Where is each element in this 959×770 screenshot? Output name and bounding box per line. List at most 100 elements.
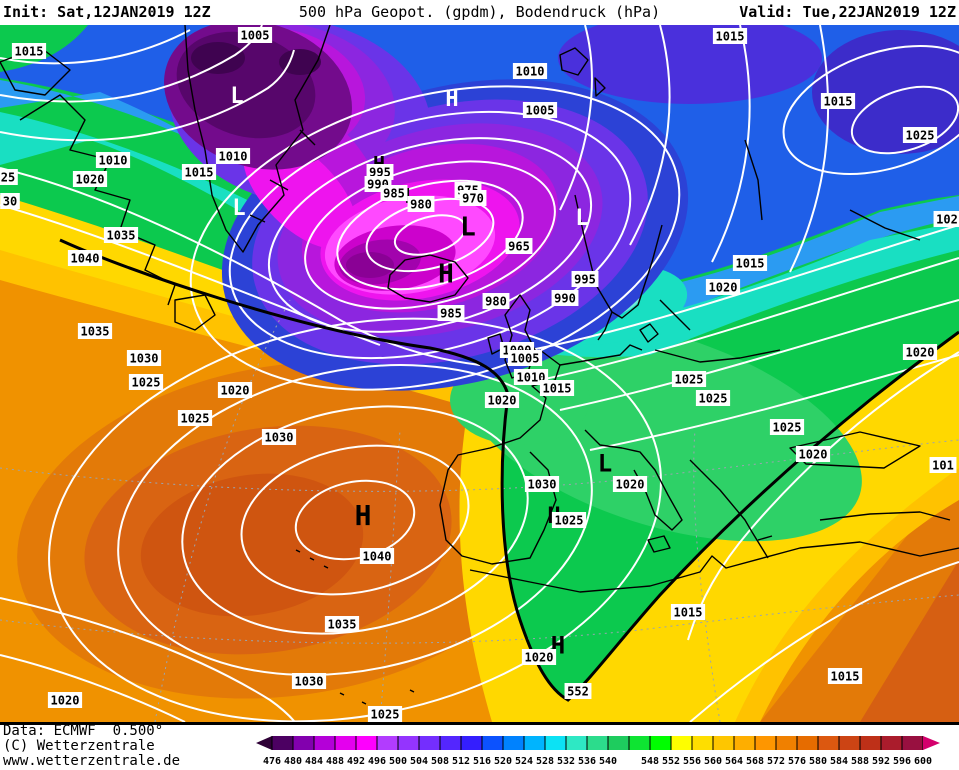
isobar-label: 1035	[77, 323, 113, 339]
isobar-label: 1020	[72, 171, 108, 187]
colorbar-tick-label: 516	[473, 756, 491, 767]
svg-text:1020: 1020	[488, 394, 517, 408]
isobar-label: 1025	[177, 410, 213, 426]
isobar-label: 980	[407, 196, 435, 212]
pressure-center-h: H	[355, 499, 372, 532]
valid-time-label: Valid: Tue,22JAN2019 12Z	[739, 3, 956, 21]
colorbar-tick-label: 552	[662, 756, 680, 767]
isobar-label: 1020	[612, 476, 648, 492]
colorbar-tick-label: 584	[830, 756, 848, 767]
init-time-label: Init: Sat,12JAN2019 12Z	[3, 3, 211, 21]
weather-map: HLLHLLHLLHHH 101510051015101510251021015…	[0, 12, 959, 723]
isobar-label: 1015	[11, 43, 47, 59]
isobar-label: 1030	[261, 429, 297, 445]
isobar-label: 1025	[128, 374, 164, 390]
copyright-label: (C) Wetterzentrale	[3, 738, 155, 754]
website-label: www.wetterzentrale.de	[3, 753, 181, 769]
isobar-label: 1040	[359, 548, 395, 564]
colorbar-segment	[566, 736, 587, 750]
isobar-label: 1015	[181, 164, 217, 180]
colorbar-tick-label: 500	[389, 756, 407, 767]
svg-text:1015: 1015	[185, 166, 214, 180]
isobar-label: 101	[929, 457, 957, 473]
svg-text:1005: 1005	[511, 352, 540, 366]
isobar-label: 1015	[732, 255, 768, 271]
isobar-label: 1025	[902, 127, 938, 143]
colorbar-segment	[272, 736, 293, 750]
colorbar-segment	[881, 736, 902, 750]
svg-text:25: 25	[1, 171, 15, 185]
svg-text:1040: 1040	[71, 252, 100, 266]
colorbar-segment	[419, 736, 440, 750]
isobar-label: 1015	[539, 380, 575, 396]
colorbar-segment	[902, 736, 923, 750]
svg-text:985: 985	[383, 187, 405, 201]
svg-text:970: 970	[462, 192, 484, 206]
colorbar-tick-label: 580	[809, 756, 827, 767]
colorbar-segment	[503, 736, 524, 750]
svg-text:1020: 1020	[51, 694, 80, 708]
colorbar-tick-label: 520	[494, 756, 512, 767]
svg-text:30: 30	[3, 195, 17, 209]
isobar-label: 1005	[522, 102, 558, 118]
colorbar-tick-label: 560	[704, 756, 722, 767]
isobar-label: 552	[564, 683, 592, 699]
isobar-label: 995	[571, 271, 599, 287]
isobar-label: 1020	[484, 392, 520, 408]
svg-text:1025: 1025	[555, 514, 584, 528]
colorbar-segment	[713, 736, 734, 750]
isobar-label: 1020	[902, 344, 938, 360]
svg-text:1020: 1020	[221, 384, 250, 398]
colorbar-segment	[587, 736, 608, 750]
pressure-center-l: L	[575, 206, 588, 231]
svg-text:1030: 1030	[528, 478, 557, 492]
svg-text:1020: 1020	[76, 173, 105, 187]
colorbar-segment	[671, 736, 692, 750]
svg-text:1010: 1010	[219, 150, 248, 164]
svg-text:1010: 1010	[99, 154, 128, 168]
svg-text:1030: 1030	[130, 352, 159, 366]
colorbar-tick-label: 540	[599, 756, 617, 767]
svg-text:965: 965	[508, 240, 530, 254]
isobar-label: 1025	[671, 371, 707, 387]
svg-text:1030: 1030	[295, 675, 324, 689]
isobar-label: 1020	[705, 279, 741, 295]
isobar-label: 1020	[47, 692, 83, 708]
isobar-label: 965	[505, 238, 533, 254]
colorbar-tick-label: 592	[872, 756, 890, 767]
isobar-label: 1035	[324, 616, 360, 632]
svg-text:1025: 1025	[906, 129, 935, 143]
svg-text:1015: 1015	[716, 30, 745, 44]
isobar-label: 25	[0, 169, 18, 185]
isobar-label: 1030	[524, 476, 560, 492]
isobar-contours	[0, 24, 959, 723]
colorbar-segment	[839, 736, 860, 750]
svg-text:1025: 1025	[699, 392, 728, 406]
svg-text:1025: 1025	[675, 373, 704, 387]
colorbar-segment	[314, 736, 335, 750]
colorbar-tick-label: 588	[851, 756, 869, 767]
colorbar-segment	[755, 736, 776, 750]
isobar-label: 102	[933, 211, 959, 227]
svg-text:1020: 1020	[616, 478, 645, 492]
isobar-label: 1015	[827, 668, 863, 684]
pressure-center-h: H	[438, 259, 454, 289]
isobar-label: 985	[437, 305, 465, 321]
colorbar-segment	[860, 736, 881, 750]
pressure-center-h: H	[445, 87, 458, 112]
colorbar-segment	[776, 736, 797, 750]
isobar-label: 1025	[769, 419, 805, 435]
svg-text:1015: 1015	[736, 257, 765, 271]
isobar-label: 1040	[67, 250, 103, 266]
colorbar-tick-label: 488	[326, 756, 344, 767]
svg-text:985: 985	[440, 307, 462, 321]
isobar-label: 1020	[795, 446, 831, 462]
colorbar-segment	[524, 736, 545, 750]
svg-text:1005: 1005	[241, 29, 270, 43]
svg-text:102: 102	[936, 213, 958, 227]
colorbar-segment	[692, 736, 713, 750]
isobar-label: 1010	[215, 148, 251, 164]
colorbar-tick-label: 512	[452, 756, 470, 767]
colorbar-tick-label: 504	[410, 756, 428, 767]
